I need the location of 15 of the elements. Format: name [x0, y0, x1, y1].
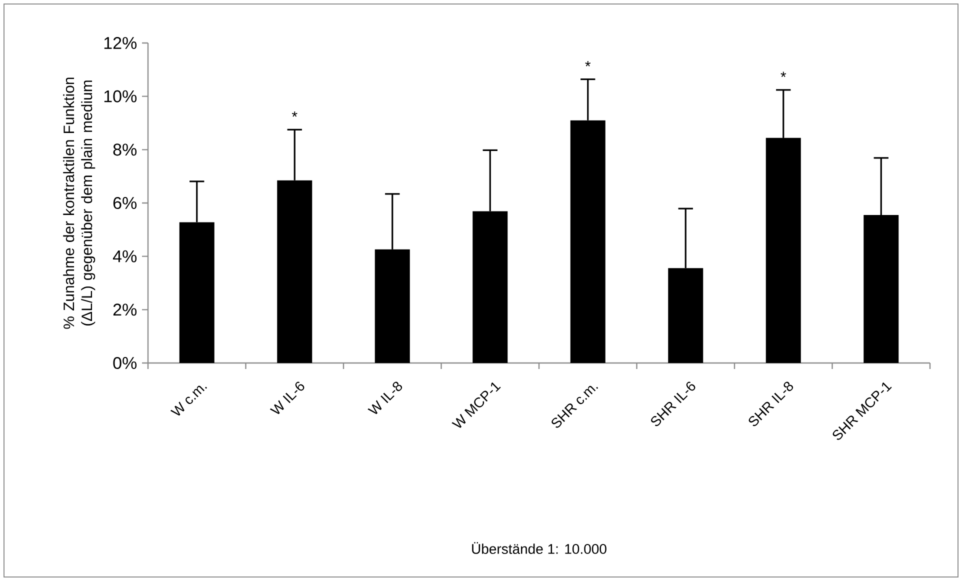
- y-axis-title: % Zunahme der kontraktilen Funktion (ΔL/L) gegenüber dem plain medium: [63, 78, 96, 329]
- text: Überstände 1: 10.000: [472, 542, 606, 554]
- x-tick-label: W c.m.: [170, 386, 208, 416]
- y-tick-label: 10%: [104, 90, 137, 102]
- annotation: *: [585, 61, 591, 66]
- y-tick-label: 0%: [113, 356, 137, 370]
- x-tick-label: W IL-6: [270, 382, 304, 414]
- y-tick-label: 8%: [113, 144, 137, 156]
- y-tick-label: 4%: [112, 250, 137, 262]
- y-tick-label: 12%: [104, 37, 137, 49]
- annotation: *: [292, 111, 298, 117]
- y-tick-label: 6%: [113, 196, 137, 210]
- x-tick-label: W IL-8: [368, 382, 402, 414]
- y-tick-label: 2%: [113, 304, 137, 316]
- annotation: *: [780, 72, 786, 78]
